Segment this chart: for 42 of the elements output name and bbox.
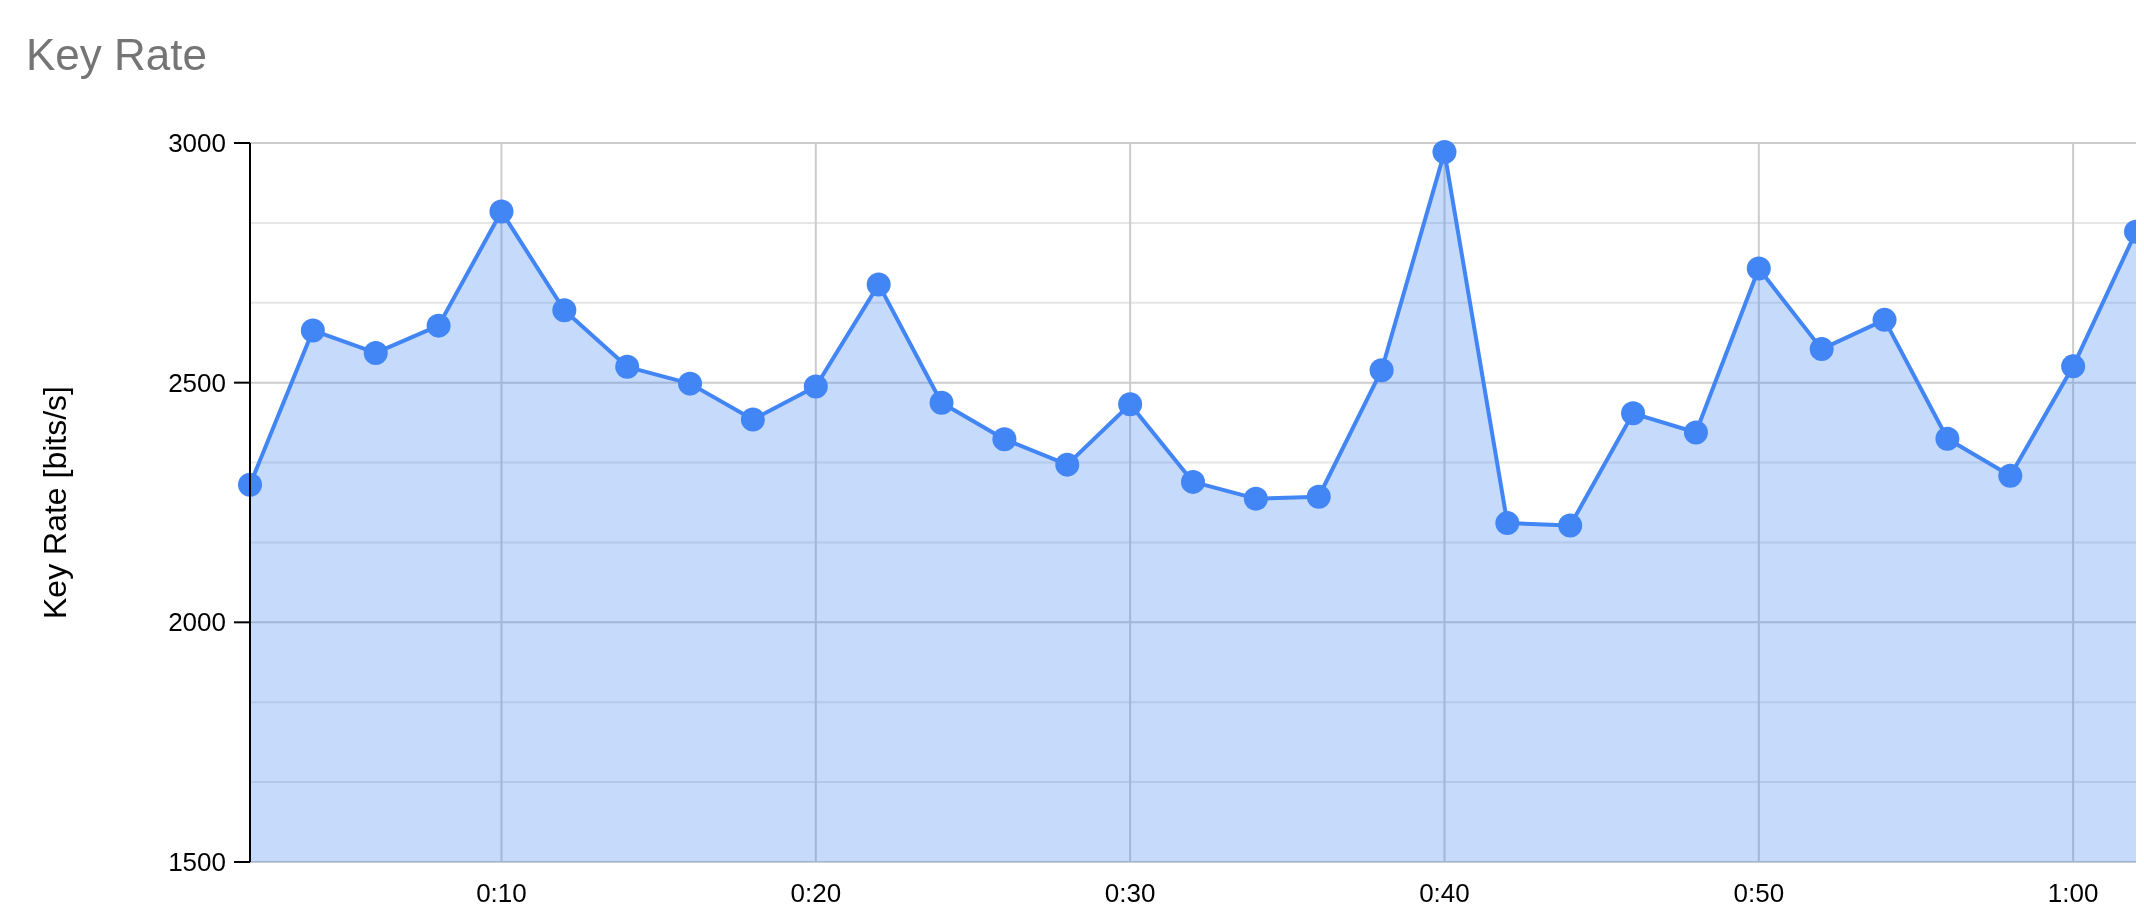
point <box>1118 392 1143 417</box>
point <box>1243 486 1268 511</box>
point <box>1495 511 1520 536</box>
point <box>363 340 388 365</box>
x-tick-label: 0:50 <box>1733 878 1785 908</box>
point <box>1432 140 1457 165</box>
point <box>238 472 262 497</box>
point <box>1055 452 1080 477</box>
y-tick-label: 3000 <box>168 128 226 159</box>
x-tick-label: 1:00 <box>2047 878 2099 908</box>
point <box>2061 354 2086 379</box>
x-tick-label: 0:30 <box>1104 878 1156 908</box>
point <box>866 272 891 297</box>
point <box>1369 358 1394 383</box>
point <box>1558 513 1583 538</box>
y-axis-title: Key Rate [bits/s] <box>37 386 73 619</box>
point <box>300 318 325 343</box>
point <box>929 390 954 415</box>
y-tick-label: 1500 <box>168 847 226 878</box>
point <box>1181 469 1205 494</box>
point <box>489 199 514 224</box>
point <box>1621 401 1646 426</box>
point <box>552 298 577 323</box>
point <box>992 427 1017 452</box>
y-tick-label: 2000 <box>168 607 226 638</box>
chart-title: Key Rate <box>26 30 207 79</box>
x-tick-label: 0:10 <box>476 878 527 908</box>
y-tick-label: 2500 <box>168 367 226 398</box>
point <box>1935 426 1960 451</box>
point <box>615 354 640 379</box>
point <box>1746 256 1771 281</box>
point <box>803 374 828 399</box>
point <box>1872 307 1897 332</box>
x-tick-label: 0:20 <box>790 878 842 908</box>
point <box>1683 420 1708 445</box>
x-tick-label: 0:40 <box>1419 878 1470 908</box>
point <box>678 371 703 396</box>
point <box>426 313 451 338</box>
point <box>1306 484 1331 509</box>
point <box>1998 463 2023 488</box>
point <box>740 407 765 432</box>
point <box>1809 337 1834 362</box>
